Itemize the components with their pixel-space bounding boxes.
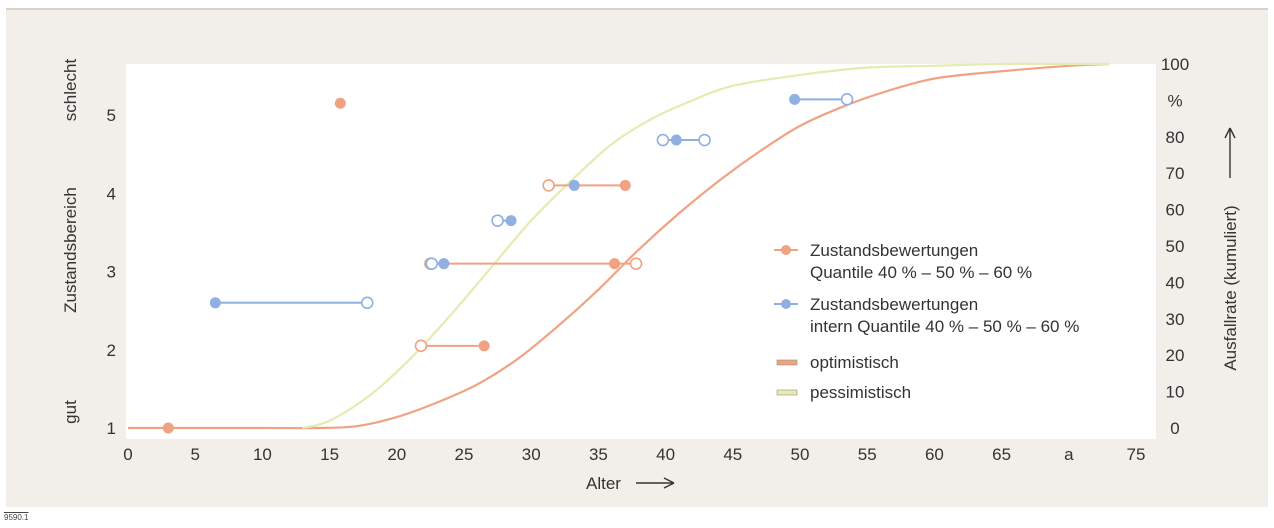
y-right-tick-label: 0 [1170,419,1179,438]
q40-marker-s1-p2 [491,214,504,227]
x-tick-label: 15 [320,445,339,464]
figure-id: 9590.1 [4,513,29,522]
y-left-tick-label: 1 [107,419,116,438]
y-left-low-label: gut [61,400,80,424]
q50-marker-s0-p0 [162,422,174,434]
q50-marker-s1-p3 [568,179,580,191]
legend-swatch-1 [776,389,798,396]
legend-label: optimistisch [810,353,899,372]
legend-label: Zustandsbewertungen [810,295,978,314]
y-arrow-head [1224,127,1236,139]
legend: Zustandsbewertungen Quantile 40 % – 50 % … [774,241,1079,402]
legend-label: Zustandsbewertungen [810,241,978,260]
x-axis-arrow-icon [636,477,675,489]
y-left-tick-label: 5 [107,106,116,125]
curve-optimistisch [128,62,1110,430]
y-left-tick-label: 4 [107,184,116,203]
y-right-tick-label: 10 [1166,383,1185,402]
y-left-ticks: 1 2 3 4 5 [107,106,116,438]
q40-marker-s1-p1 [425,257,439,270]
legend-marker-1 [781,299,791,309]
q50-marker-s0-p4 [334,97,346,109]
x-tick-label: 5 [190,445,199,464]
x-tick-label: a [1064,445,1074,464]
y-right-tick-label: 80 [1166,128,1185,147]
y-right-tick-label: % [1167,91,1182,110]
y-right-tick-label: 30 [1166,310,1185,329]
q60-marker-s1-p5 [840,93,854,106]
q50-marker-s1-p2 [505,215,517,227]
ranges-layer [162,93,854,434]
q50-marker-s0-p3 [619,179,631,191]
q50-marker-s0-p2 [609,258,621,270]
y-right-tick-label: 40 [1166,273,1185,292]
x-tick-label: 30 [522,445,541,464]
q40-marker-s1-p4 [656,133,670,147]
x-tick-label: 35 [589,445,608,464]
y-left-tick-label: 2 [107,341,116,360]
x-tick-label: 65 [992,445,1011,464]
q60-marker-s1-p4 [698,133,711,147]
q60-marker-s0-p2 [629,257,643,270]
x-tick-label: 25 [455,445,474,464]
y-left-tick-label: 3 [107,263,116,282]
y-right-tick-label: 70 [1166,164,1185,183]
y-right-axis-title: Ausfallrate (kumuliert) [1221,205,1240,370]
y-right-tick-label: 60 [1166,201,1185,220]
x-ticks: 0 5 10 15 20 25 30 35 40 45 50 55 60 65 a 75 [123,445,1145,464]
q50-marker-s1-p0 [209,297,221,309]
x-tick-label: 50 [791,445,810,464]
x-tick-label: 75 [1127,445,1146,464]
y-left-high-label: schlecht [61,59,80,122]
x-tick-label: 20 [387,445,406,464]
x-tick-label: 55 [858,445,877,464]
x-tick-label: 40 [656,445,675,464]
legend-label: pessimistisch [810,383,911,402]
x-tick-label: 45 [723,445,742,464]
y-right-axis-arrow-icon [1224,127,1236,178]
x-tick-label: 10 [253,445,272,464]
x-tick-label: 60 [925,445,944,464]
x-axis-title: Alter [586,474,621,493]
y-right-tick-label: 50 [1166,237,1185,256]
curves-layer [128,62,1110,430]
legend-label: intern Quantile 40 % – 50 % – 60 % [810,317,1079,336]
q60-marker-s1-p0 [360,296,374,310]
y-right-ticks: 0 10 20 30 40 50 60 70 80% 100 [1161,55,1189,438]
y-right-tick-label: 100 [1161,55,1189,74]
q50-marker-s1-p5 [789,93,801,105]
q50-marker-s1-p1 [438,258,450,270]
x-arrow-head [663,477,675,489]
y-right-tick-label: 20 [1166,346,1185,365]
q40-marker-s0-p1 [414,339,428,353]
q50-marker-s1-p4 [670,134,682,146]
q40-marker-s0-p3 [542,179,555,192]
plot-area [126,64,1156,439]
x-tick-label: 0 [123,445,132,464]
y-left-axis-title: Zustandsbereich [61,187,80,313]
legend-swatch-0 [776,359,798,366]
curve-pessimistisch [302,62,1110,430]
q50-marker-s0-p1 [478,340,490,352]
legend-marker-0 [781,245,791,255]
legend-label: Quantile 40 % – 50 % – 60 % [810,263,1032,282]
